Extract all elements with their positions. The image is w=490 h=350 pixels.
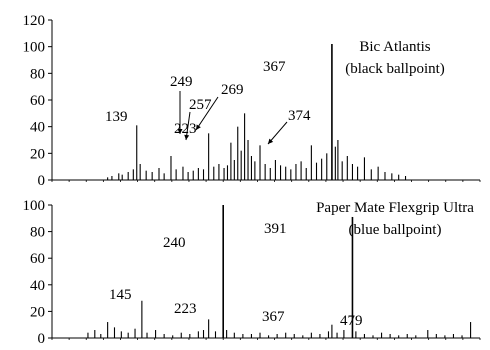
spectrum-subtitle: (blue ballpoint) [349,222,442,238]
y-tick-label: 0 [38,173,46,189]
peak-label: 139 [105,109,128,125]
y-tick-label: 80 [30,225,45,241]
y-tick-label: 60 [30,93,45,109]
peak-leader-arrowhead [268,138,274,144]
peak-leader-arrowhead [196,124,201,130]
peak-label: 145 [109,287,132,303]
y-tick-label: 40 [30,278,45,294]
peak-label: 240 [163,235,186,251]
peak-leader-arrowhead [177,129,183,134]
peak-label: 391 [264,221,287,237]
peak-label: 374 [288,108,311,124]
peak-label: 269 [221,82,244,98]
y-tick-label: 40 [30,120,45,136]
y-tick-label: 20 [30,146,45,162]
spectrum-title: Bic Atlantis [359,39,430,55]
peak-label: 249 [170,74,193,90]
y-tick-label: 100 [23,198,46,214]
y-tick-label: 20 [30,304,45,320]
y-tick-label: 60 [30,251,45,267]
peak-label: 223 [174,121,197,137]
y-tick-label: 120 [23,13,46,29]
peak-leader-arrowhead [184,134,190,140]
peak-label: 367 [263,59,286,75]
peak-label: 367 [262,309,285,325]
peak-label: 257 [189,97,212,113]
peak-leader-line [195,96,219,131]
y-tick-label: 100 [23,40,46,56]
y-tick-label: 80 [30,66,45,82]
peak-label: 223 [174,301,197,317]
peak-label: 479 [340,313,363,329]
y-tick-label: 0 [38,331,46,345]
spectrum-title: Paper Mate Flexgrip Ultra [316,200,474,216]
spectrum-subtitle: (black ballpoint) [345,61,445,77]
